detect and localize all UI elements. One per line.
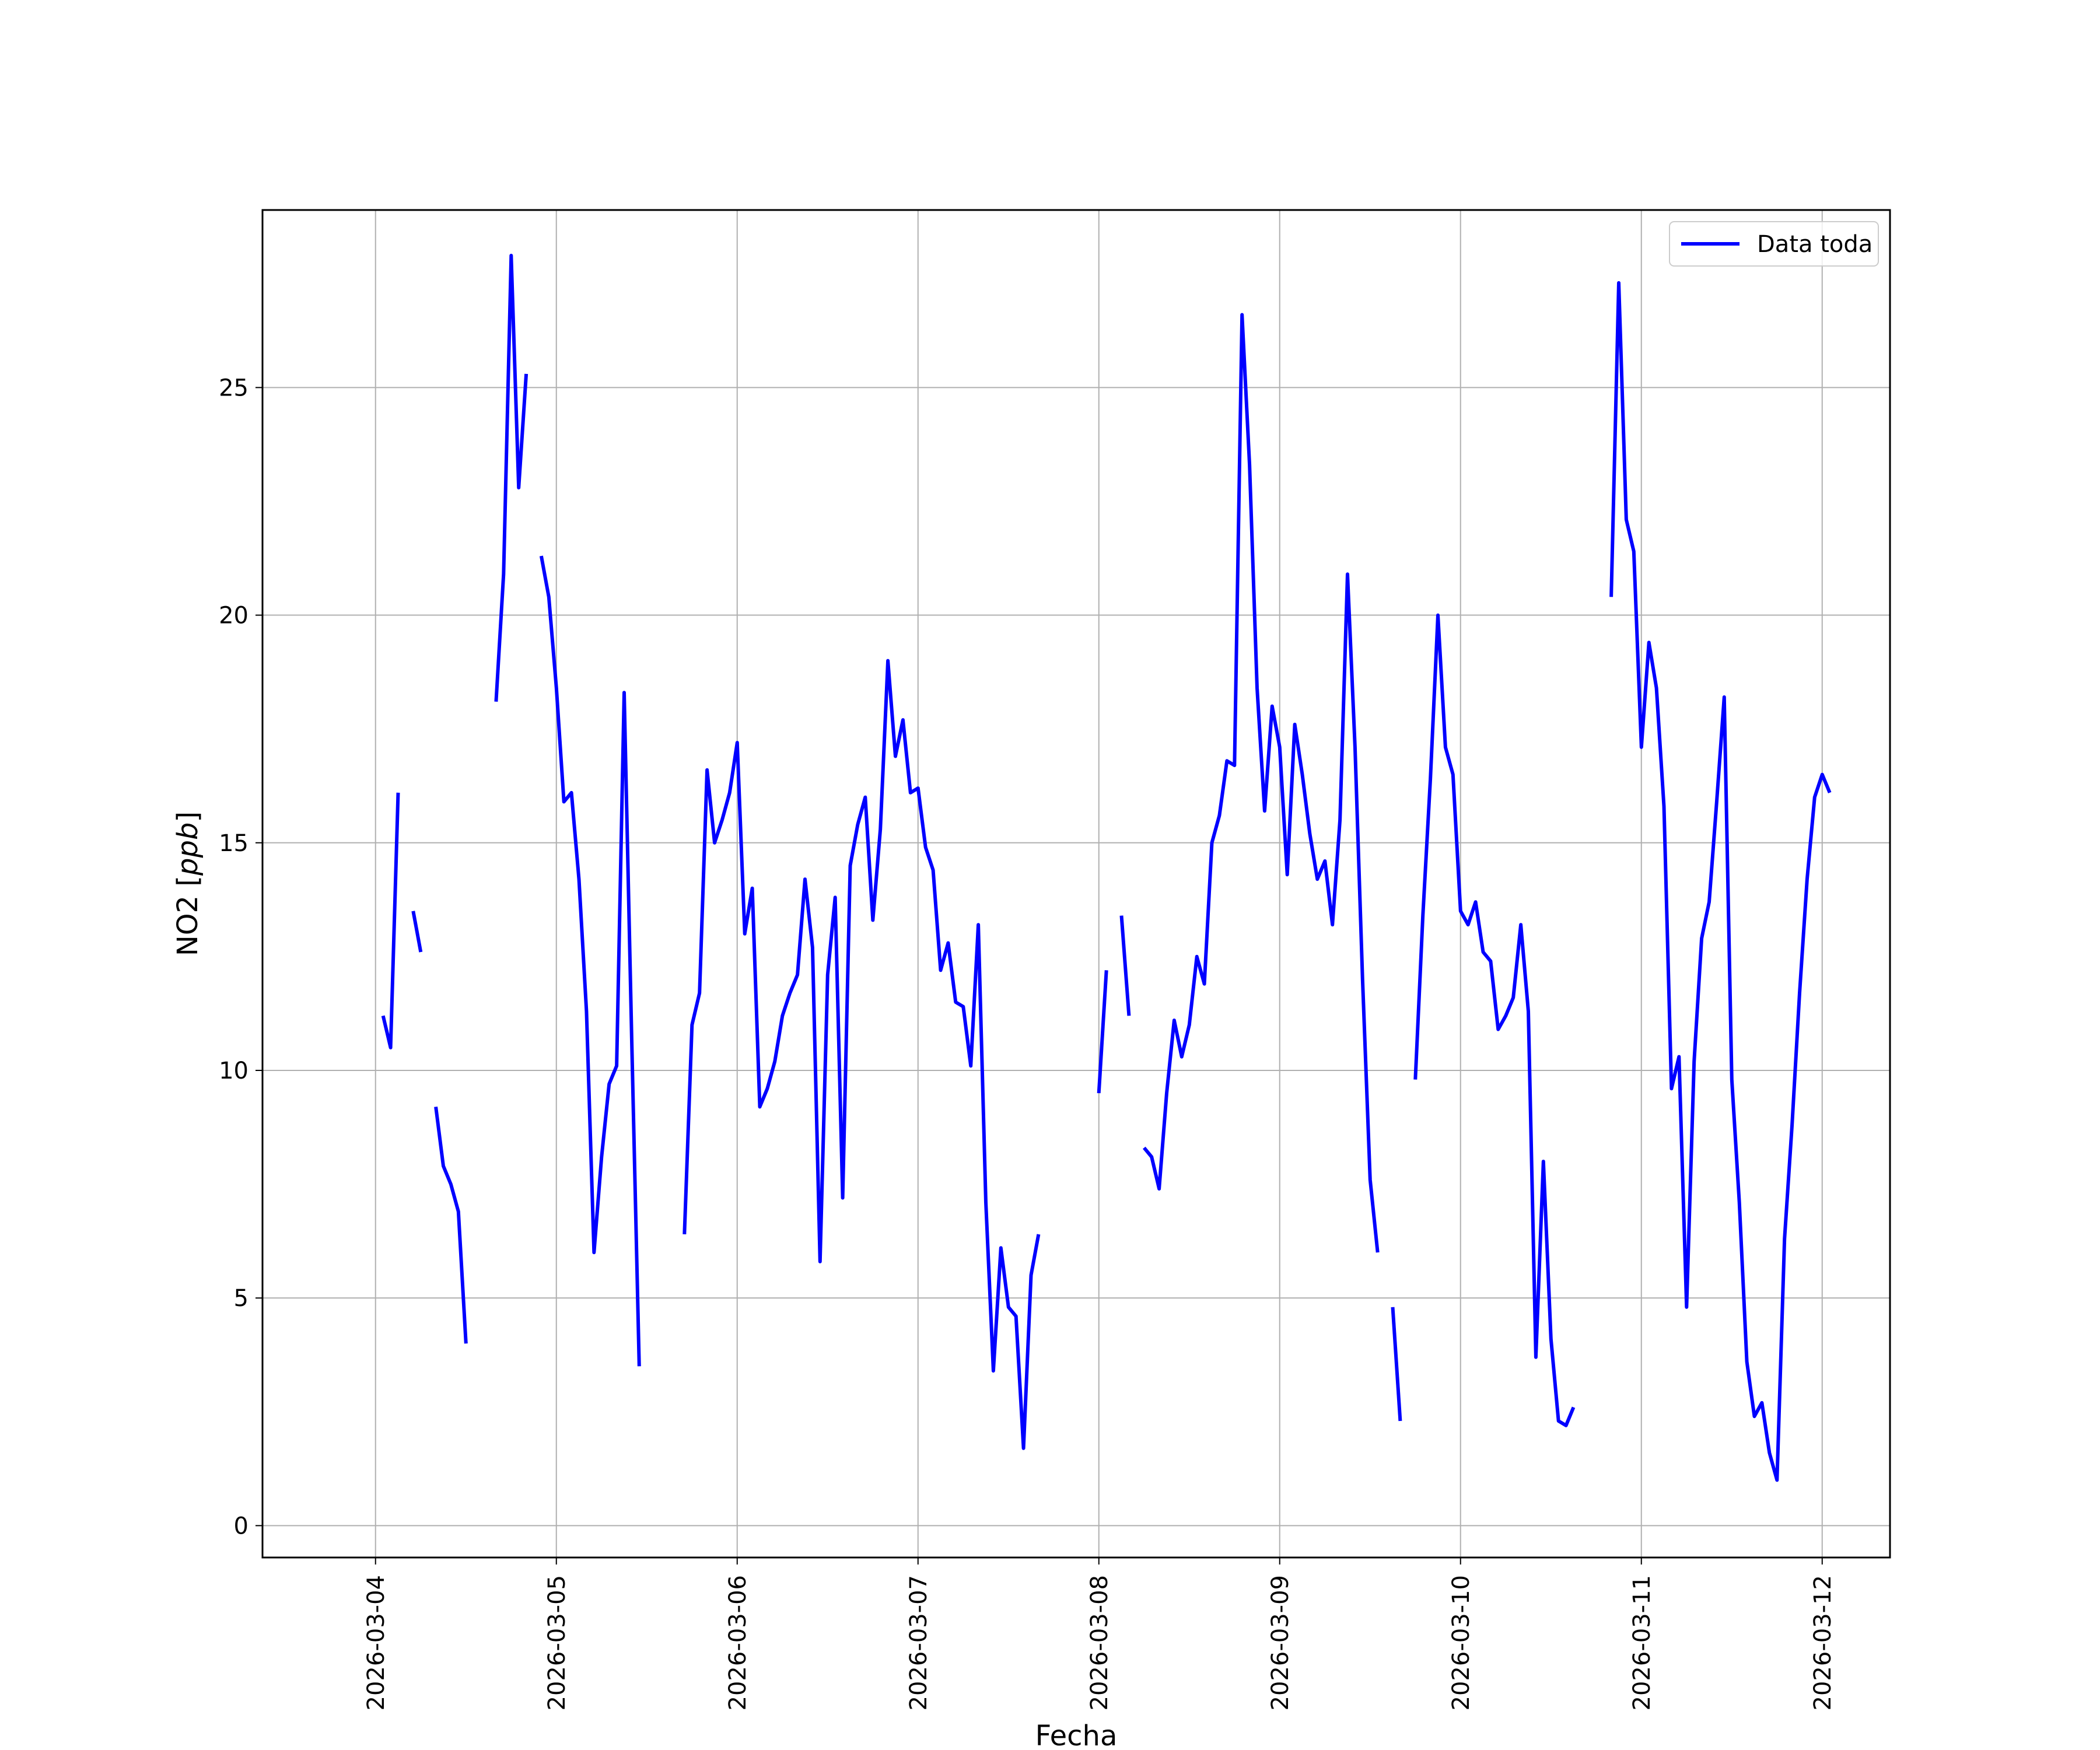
x-tick-label: 2026-03-05 xyxy=(544,1575,570,1710)
x-tick-label: 2026-03-12 xyxy=(1810,1575,1836,1710)
y-axis-label-main: NO2 [ xyxy=(172,876,204,956)
series-line-segment xyxy=(682,659,1041,1450)
legend: Data toda xyxy=(1669,221,1879,267)
series-line-segment xyxy=(1142,313,1380,1253)
x-tick-label: 2026-03-10 xyxy=(1448,1575,1475,1710)
x-tick-label: 2026-03-06 xyxy=(724,1575,751,1710)
series-line-segment xyxy=(539,555,641,1367)
y-axis-label-unit: ppb xyxy=(172,822,204,876)
x-tick-label: 2026-03-09 xyxy=(1267,1575,1294,1710)
x-tick-label: 2026-03-08 xyxy=(1086,1575,1113,1710)
y-axis-label-close: ] xyxy=(172,811,204,822)
series-line-segment xyxy=(1097,970,1108,1094)
y-tick-label: 10 xyxy=(219,1058,249,1084)
x-tick-label: 2026-03-07 xyxy=(905,1575,932,1710)
series-line-segment xyxy=(1391,1307,1402,1422)
y-axis-label: NO2 [ppb] xyxy=(172,811,204,956)
series-line-segment xyxy=(434,1107,468,1344)
series-line-segment xyxy=(494,254,528,702)
x-axis-ticks: 2026-03-04 2026-03-05 2026-03-06 2026-03-07… xyxy=(363,1558,1836,1710)
legend-label: Data toda xyxy=(1757,231,1873,258)
y-tick-label: 15 xyxy=(219,830,249,857)
series-line-segment xyxy=(381,792,400,1049)
series-line-segment xyxy=(1609,281,1832,1482)
y-tick-label: 5 xyxy=(234,1285,249,1312)
y-tick-label: 20 xyxy=(219,603,249,629)
grid-lines xyxy=(262,210,1890,1558)
y-tick-label: 0 xyxy=(234,1513,249,1539)
series-line-segment xyxy=(1119,915,1131,1016)
plot-frame xyxy=(261,209,1891,1559)
x-tick-label: 2026-03-11 xyxy=(1629,1575,1656,1710)
legend-box xyxy=(1669,221,1879,267)
series-line-segment xyxy=(1413,613,1576,1427)
series-data-toda xyxy=(381,254,1832,1482)
y-tick-label: 25 xyxy=(219,374,249,401)
x-tick-label: 2026-03-04 xyxy=(363,1575,390,1710)
y-axis-ticks: 0 5 10 15 20 25 xyxy=(219,374,262,1539)
x-axis-label: Fecha xyxy=(1035,1720,1118,1750)
series-line-segment xyxy=(411,911,423,953)
